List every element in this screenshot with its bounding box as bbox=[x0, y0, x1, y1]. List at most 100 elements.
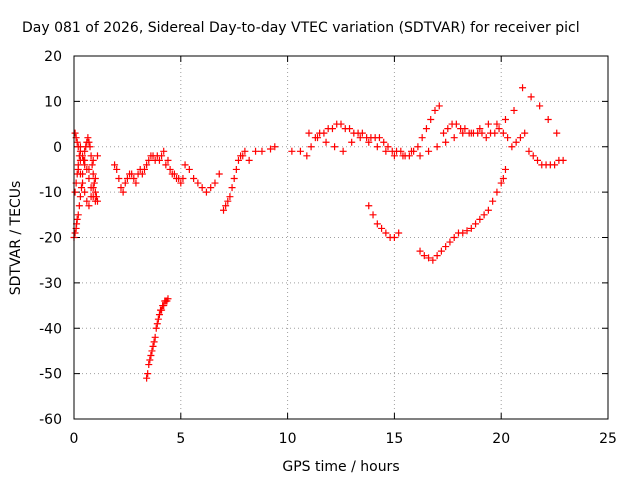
data-point bbox=[198, 184, 206, 192]
data-point bbox=[190, 175, 198, 183]
data-point bbox=[151, 333, 159, 341]
data-point bbox=[74, 161, 82, 169]
data-point bbox=[288, 147, 296, 155]
data-point bbox=[358, 129, 366, 137]
data-point bbox=[331, 143, 339, 151]
data-point bbox=[525, 147, 533, 155]
data-point bbox=[85, 165, 93, 173]
data-point bbox=[164, 156, 172, 164]
data-point bbox=[267, 145, 275, 153]
data-point bbox=[476, 215, 484, 223]
data-point bbox=[91, 175, 99, 183]
data-point bbox=[480, 211, 488, 219]
data-point bbox=[87, 152, 95, 160]
data-point bbox=[450, 234, 458, 241]
data-point bbox=[382, 147, 390, 155]
data-point bbox=[271, 143, 279, 151]
data-point bbox=[416, 247, 424, 255]
data-point bbox=[435, 102, 443, 110]
data-point bbox=[147, 351, 155, 359]
chart-title: Day 081 of 2026, Sidereal Day-to-day VTE… bbox=[22, 20, 580, 36]
data-point bbox=[442, 243, 450, 251]
data-point bbox=[111, 161, 119, 169]
data-point bbox=[497, 179, 505, 187]
data-point bbox=[356, 134, 364, 142]
data-point bbox=[510, 106, 518, 114]
data-point bbox=[146, 356, 154, 364]
data-point bbox=[512, 138, 520, 146]
data-point bbox=[71, 129, 79, 137]
data-point bbox=[508, 143, 516, 151]
data-point bbox=[138, 170, 146, 178]
data-point bbox=[202, 188, 210, 196]
data-point bbox=[296, 147, 304, 155]
data-point bbox=[234, 156, 242, 164]
data-point bbox=[85, 202, 93, 210]
data-point bbox=[501, 116, 509, 124]
data-point bbox=[160, 147, 168, 155]
y-tick-label: -60 bbox=[39, 412, 62, 428]
data-point bbox=[534, 156, 542, 164]
data-point bbox=[164, 295, 172, 303]
data-point bbox=[429, 256, 437, 264]
data-point bbox=[117, 184, 125, 192]
data-point bbox=[348, 138, 356, 146]
data-point bbox=[495, 125, 503, 133]
data-point bbox=[258, 147, 266, 155]
data-point bbox=[450, 134, 458, 142]
data-point bbox=[144, 370, 152, 378]
data-point bbox=[211, 179, 219, 187]
data-point bbox=[504, 134, 512, 142]
data-point bbox=[245, 156, 253, 164]
data-point bbox=[220, 206, 228, 214]
data-point bbox=[422, 125, 430, 133]
data-point bbox=[145, 156, 153, 164]
data-point bbox=[459, 229, 467, 237]
data-point bbox=[346, 125, 354, 133]
data-point bbox=[433, 252, 441, 260]
data-point bbox=[177, 179, 185, 187]
data-point bbox=[440, 129, 448, 137]
data-point bbox=[516, 134, 524, 142]
data-point bbox=[148, 347, 156, 355]
data-point bbox=[501, 165, 509, 173]
data-point bbox=[143, 161, 151, 169]
x-axis-label: GPS time / hours bbox=[282, 459, 399, 475]
x-tick-label: 5 bbox=[176, 431, 185, 447]
data-point bbox=[307, 143, 315, 151]
data-point bbox=[442, 138, 450, 146]
data-point bbox=[384, 143, 392, 151]
data-point bbox=[414, 143, 422, 151]
data-point bbox=[493, 188, 501, 196]
data-point bbox=[89, 156, 97, 164]
data-point bbox=[427, 116, 435, 124]
y-tick-label: -20 bbox=[39, 231, 62, 247]
data-point bbox=[89, 170, 97, 178]
data-point bbox=[467, 224, 475, 232]
data-point bbox=[239, 152, 247, 160]
x-tick-label: 10 bbox=[279, 431, 297, 447]
data-point bbox=[337, 120, 345, 128]
data-point bbox=[395, 229, 403, 237]
data-point bbox=[153, 320, 161, 328]
data-point bbox=[382, 229, 390, 237]
data-point bbox=[405, 152, 413, 160]
data-point bbox=[170, 170, 178, 178]
data-point bbox=[79, 179, 87, 187]
data-point bbox=[463, 227, 471, 235]
data-point bbox=[536, 102, 544, 110]
data-point bbox=[158, 306, 166, 314]
x-tick-label: 20 bbox=[492, 431, 510, 447]
data-point bbox=[433, 143, 441, 151]
data-point bbox=[154, 315, 162, 323]
data-point bbox=[230, 175, 238, 183]
y-tick-label: 0 bbox=[53, 140, 62, 156]
y-tick-label: 10 bbox=[44, 94, 62, 110]
data-point bbox=[446, 238, 454, 246]
data-point bbox=[399, 152, 407, 160]
data-point bbox=[143, 374, 151, 382]
data-point bbox=[425, 147, 433, 155]
data-point bbox=[437, 247, 445, 255]
data-point bbox=[339, 147, 347, 155]
